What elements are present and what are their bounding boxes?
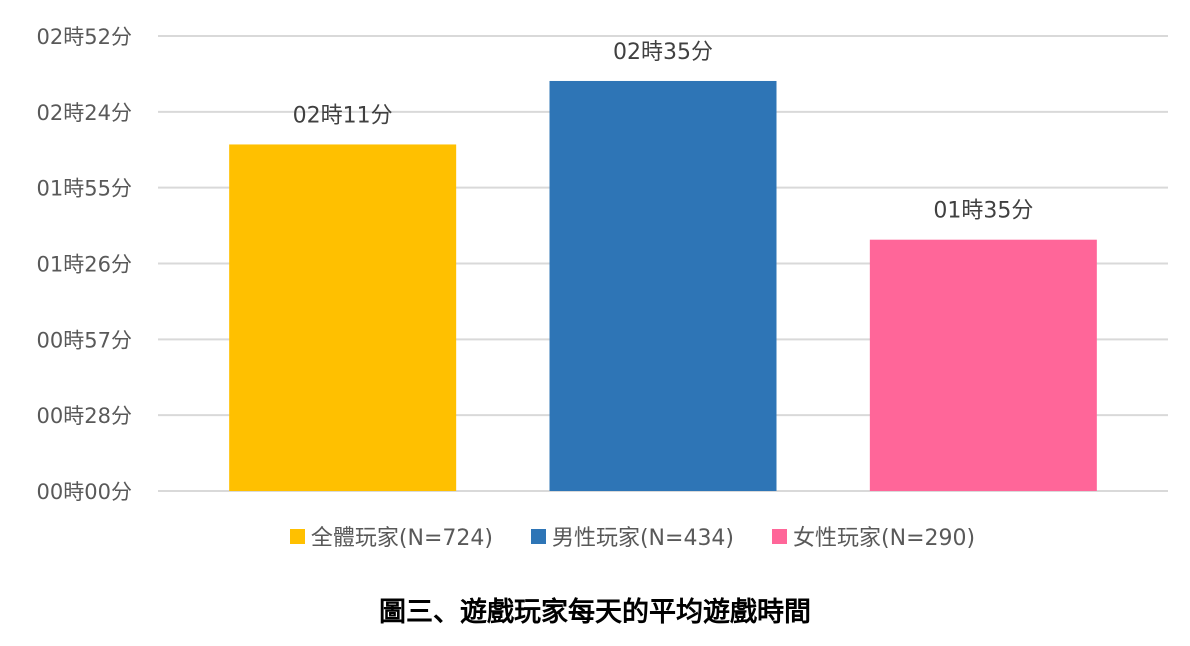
bar (229, 144, 457, 492)
bar (549, 80, 777, 491)
legend-item-male-players: 男性玩家(N=434) (530, 520, 735, 552)
y-tick-label: 02時24分 (37, 101, 132, 125)
legend-item-all-players: 全體玩家(N=724) (289, 520, 493, 552)
legend-label: 女性玩家(N=290) (793, 526, 976, 551)
legend-swatch (772, 528, 788, 544)
legend-swatch (289, 528, 305, 544)
y-tick-label: 00時28分 (37, 404, 132, 428)
y-tick-label: 01時55分 (37, 177, 132, 201)
legend-label: 全體玩家(N=724) (310, 526, 493, 551)
y-tick-label: 02時52分 (37, 25, 132, 49)
data-label: 02時11分 (293, 103, 393, 128)
y-tick-label: 01時26分 (37, 253, 132, 277)
y-tick-label: 00時00分 (37, 480, 132, 504)
bar (869, 239, 1097, 491)
data-label: 02時35分 (613, 40, 713, 65)
legend-label: 男性玩家(N=434) (551, 526, 735, 551)
bar-chart: 00時00分 00時28分 00時57分 01時26分 01時55分 02時24分 02時5… (37, 25, 1168, 504)
legend-swatch (530, 528, 546, 544)
legend: 全體玩家(N=724) 男性玩家(N=434) 女性玩家(N=290) (0, 520, 1190, 552)
chart-title: 圖三、遊戲玩家每天的平均遊戲時間 (379, 597, 811, 628)
y-tick-label: 00時57分 (37, 328, 132, 352)
data-label: 01時35分 (933, 199, 1033, 224)
legend-item-female-players: 女性玩家(N=290) (772, 520, 975, 552)
